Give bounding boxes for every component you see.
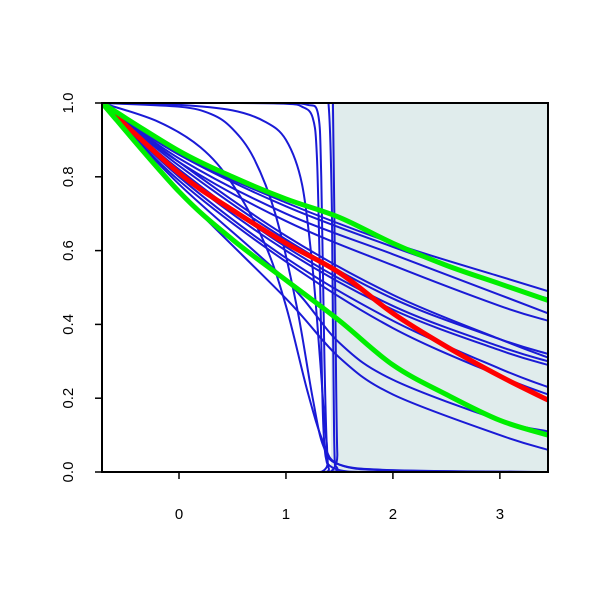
series-line-4	[102, 103, 548, 389]
series-line-22	[102, 103, 548, 438]
x-tick-label: 0	[175, 506, 183, 523]
x-tick-label: 1	[282, 506, 290, 523]
y-tick-label: 0.6	[60, 240, 77, 261]
x-tick-label: 2	[389, 506, 397, 523]
x-tick-label: 3	[496, 506, 504, 523]
y-tick-label: 0.2	[60, 388, 77, 409]
series-line-6	[102, 103, 548, 315]
series-line-21	[102, 103, 548, 303]
series-line-10	[102, 103, 548, 359]
series-line-20	[102, 103, 548, 403]
plot-frame	[101, 102, 549, 473]
y-tick-label: 1.0	[60, 93, 77, 114]
y-tick-label: 0.8	[60, 166, 77, 187]
series-line-14	[102, 103, 548, 472]
series-line-8	[102, 103, 548, 293]
y-tick-label: 0.4	[60, 314, 77, 335]
y-tick-label: 0.0	[60, 462, 77, 483]
x-axis: 0 1 2 3	[175, 472, 504, 523]
y-axis: 0.0 0.2 0.4 0.6 0.8 1.0	[60, 93, 102, 483]
series-line-19	[102, 103, 548, 472]
